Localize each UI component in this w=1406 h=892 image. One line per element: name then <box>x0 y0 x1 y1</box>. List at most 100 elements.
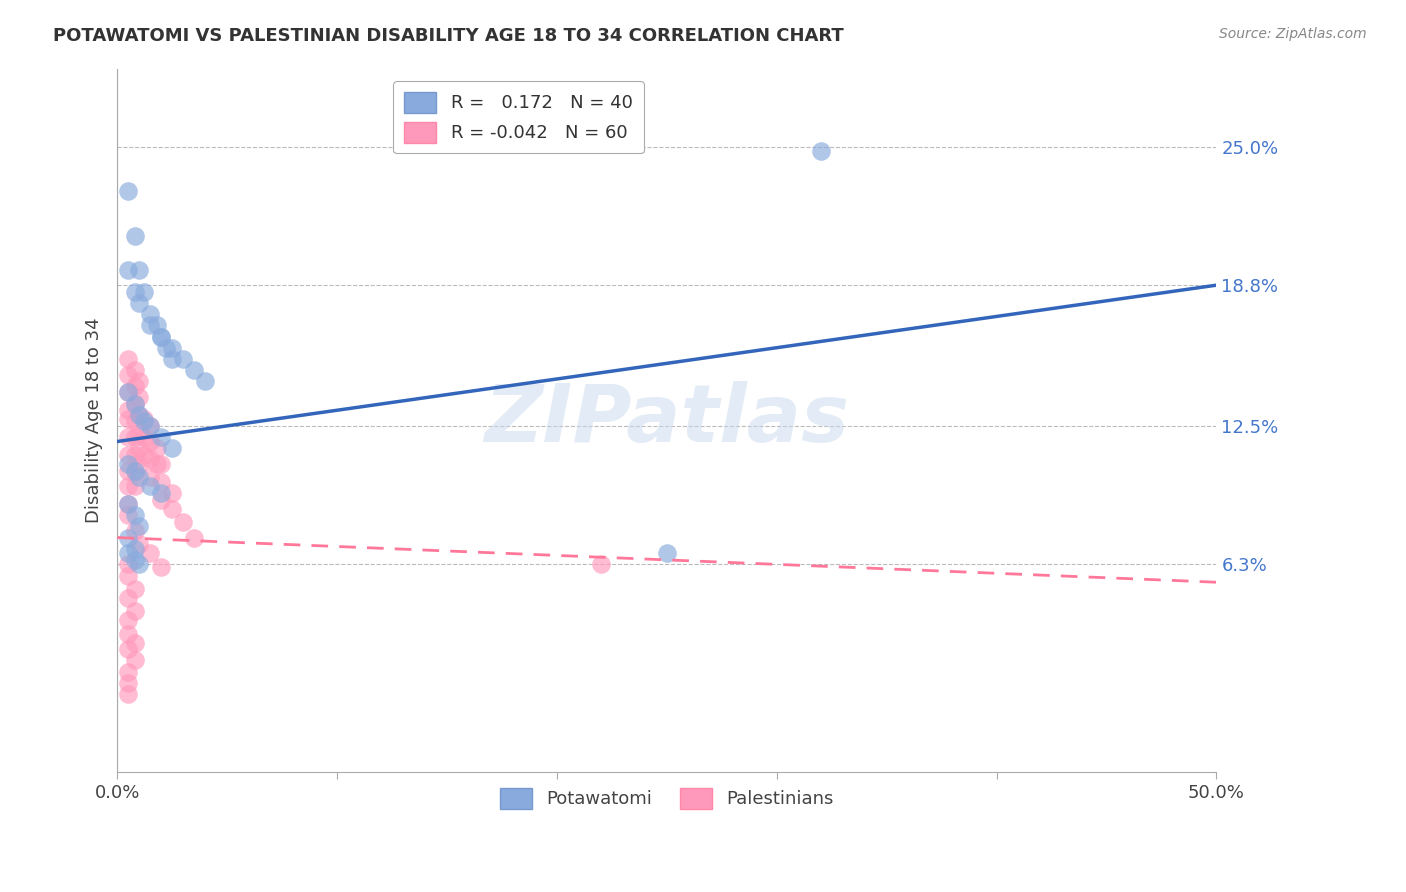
Point <box>172 351 194 366</box>
Point <box>172 515 194 529</box>
Point <box>124 553 146 567</box>
Point <box>117 558 139 572</box>
Point <box>194 374 217 388</box>
Point <box>150 475 173 489</box>
Point <box>117 385 139 400</box>
Point <box>117 531 139 545</box>
Point <box>124 653 146 667</box>
Point <box>124 363 146 377</box>
Text: POTAWATOMI VS PALESTINIAN DISABILITY AGE 18 TO 34 CORRELATION CHART: POTAWATOMI VS PALESTINIAN DISABILITY AGE… <box>53 27 844 45</box>
Point <box>117 508 139 523</box>
Point <box>150 329 173 343</box>
Point <box>150 492 173 507</box>
Point <box>117 464 139 478</box>
Point <box>117 385 139 400</box>
Point <box>124 541 146 556</box>
Point <box>124 396 146 410</box>
Point <box>117 457 139 471</box>
Point <box>145 457 167 471</box>
Point <box>150 559 173 574</box>
Point <box>139 418 162 433</box>
Point <box>124 479 146 493</box>
Point <box>160 486 183 500</box>
Point <box>124 524 146 538</box>
Point <box>117 613 139 627</box>
Point <box>655 546 678 560</box>
Point <box>124 448 146 462</box>
Y-axis label: Disability Age 18 to 34: Disability Age 18 to 34 <box>86 318 103 523</box>
Point <box>155 341 177 355</box>
Point <box>117 497 139 511</box>
Point <box>150 430 173 444</box>
Point <box>117 412 139 426</box>
Point <box>117 351 139 366</box>
Point <box>124 414 146 428</box>
Point <box>124 582 146 596</box>
Point <box>128 537 150 551</box>
Point <box>128 296 150 310</box>
Point <box>128 470 150 484</box>
Point <box>117 403 139 417</box>
Point <box>128 374 150 388</box>
Point <box>150 329 173 343</box>
Point <box>117 665 139 679</box>
Point <box>117 262 139 277</box>
Point <box>128 262 150 277</box>
Point <box>128 408 150 422</box>
Point <box>124 285 146 299</box>
Point <box>117 591 139 605</box>
Point <box>128 441 150 455</box>
Point <box>117 626 139 640</box>
Point <box>128 457 150 471</box>
Point <box>810 144 832 158</box>
Point <box>124 508 146 523</box>
Point <box>117 185 139 199</box>
Point <box>117 642 139 657</box>
Point <box>117 497 139 511</box>
Point <box>117 675 139 690</box>
Point <box>183 531 205 545</box>
Point <box>183 363 205 377</box>
Point <box>150 457 173 471</box>
Point <box>128 408 150 422</box>
Text: ZIPatlas: ZIPatlas <box>484 381 849 459</box>
Point <box>139 479 162 493</box>
Point <box>124 464 146 478</box>
Point <box>132 412 155 426</box>
Point <box>117 479 139 493</box>
Point <box>124 604 146 618</box>
Point <box>132 448 155 462</box>
Point <box>145 441 167 455</box>
Point <box>117 687 139 701</box>
Point <box>117 568 139 582</box>
Point <box>124 430 146 444</box>
Point <box>139 307 162 321</box>
Point <box>132 285 155 299</box>
Legend: Potawatomi, Palestinians: Potawatomi, Palestinians <box>492 780 841 816</box>
Point <box>160 341 183 355</box>
Point <box>139 546 162 560</box>
Point <box>117 368 139 382</box>
Point <box>128 558 150 572</box>
Point <box>139 470 162 484</box>
Point <box>150 486 173 500</box>
Point <box>139 452 162 467</box>
Point <box>132 430 155 444</box>
Point <box>589 558 612 572</box>
Point <box>139 318 162 333</box>
Point <box>117 430 139 444</box>
Point <box>139 418 162 433</box>
Point <box>145 318 167 333</box>
Point <box>124 635 146 649</box>
Point <box>124 229 146 244</box>
Text: Source: ZipAtlas.com: Source: ZipAtlas.com <box>1219 27 1367 41</box>
Point <box>124 396 146 410</box>
Point <box>139 434 162 449</box>
Point <box>160 441 183 455</box>
Point <box>128 519 150 533</box>
Point <box>132 414 155 428</box>
Point <box>124 378 146 392</box>
Point <box>128 425 150 440</box>
Point <box>160 351 183 366</box>
Point <box>160 501 183 516</box>
